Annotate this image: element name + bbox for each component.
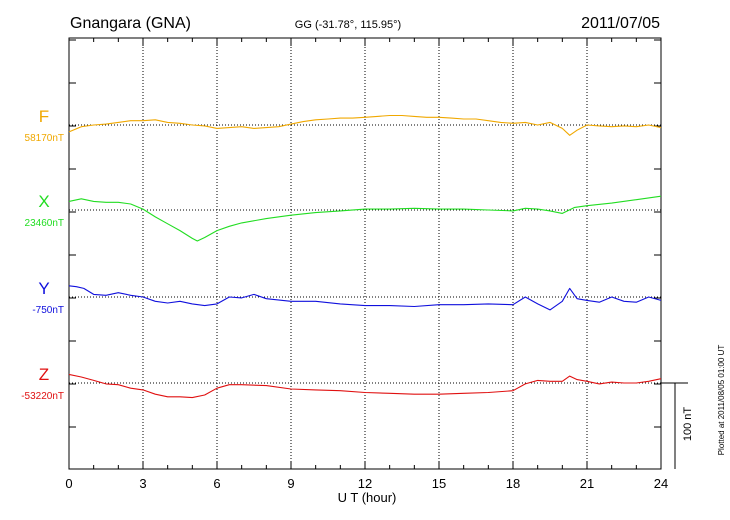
- chart-date: 2011/07/05: [581, 15, 660, 32]
- series-line-x: [68, 195, 662, 242]
- series-line-f: [68, 114, 662, 136]
- series-name-z: Z: [39, 365, 49, 384]
- x-tick-label: 0: [65, 476, 72, 491]
- plotted-timestamp: Plotted at 2011/08/05 01:00 UT: [717, 345, 726, 456]
- x-tick-label: 12: [358, 476, 372, 491]
- series-baseline-x: 23460nT: [25, 218, 64, 229]
- gridlines: [69, 38, 661, 469]
- x-tick-label: 24: [654, 476, 668, 491]
- scale-bar: 100 nT: [661, 382, 694, 469]
- series-line-y: [68, 285, 662, 311]
- x-tick-label: 6: [213, 476, 220, 491]
- series-name-f: F: [39, 107, 49, 126]
- series-labels: F 58170nT X 23460nT Y -750nT Z -53220nT: [21, 107, 64, 402]
- series-name-y: Y: [38, 279, 49, 298]
- x-tick-label: 15: [432, 476, 446, 491]
- series-baseline-z: -53220nT: [21, 391, 64, 402]
- station-coords: GG (-31.78°, 115.95°): [295, 19, 401, 31]
- axis-ticks: [68, 38, 662, 469]
- station-title: Gnangara (GNA): [70, 15, 191, 32]
- x-tick-label: 18: [506, 476, 520, 491]
- series-line-z: [68, 373, 662, 399]
- series-baseline-f: 58170nT: [25, 133, 64, 144]
- series-name-x: X: [38, 192, 49, 211]
- series-group: [68, 114, 662, 399]
- x-tick-label: 3: [139, 476, 146, 491]
- x-tick-label: 9: [287, 476, 294, 491]
- scale-bar-label: 100 nT: [682, 407, 694, 442]
- x-axis-label: U T (hour): [338, 490, 397, 505]
- x-tick-label: 21: [580, 476, 594, 491]
- x-tick-labels: 0 3 6 9 12 15 18 21 24: [65, 476, 668, 491]
- series-baseline-y: -750nT: [32, 305, 64, 316]
